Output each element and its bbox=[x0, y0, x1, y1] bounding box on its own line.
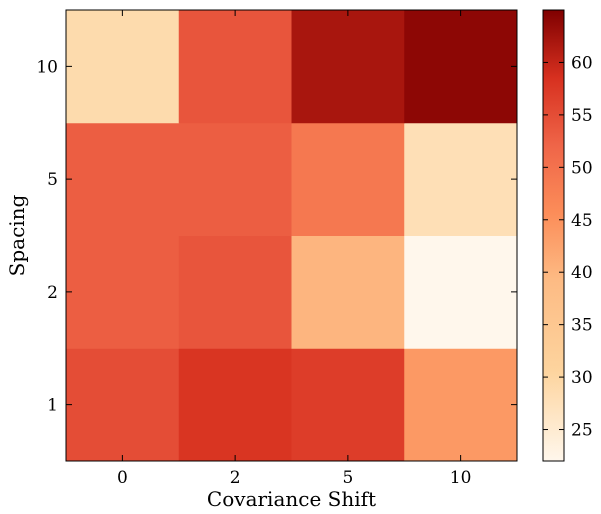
colorbar-tick-label: 60 bbox=[571, 53, 593, 73]
y-tick-label: 2 bbox=[47, 283, 58, 303]
colorbar-tick-label: 25 bbox=[571, 421, 593, 441]
heatmap-cell-10-5 bbox=[291, 10, 405, 124]
colorbar-tick-label: 45 bbox=[571, 211, 593, 231]
x-axis-label: Covariance Shift bbox=[207, 487, 376, 511]
colorbar-tick-label: 30 bbox=[571, 368, 593, 388]
colorbar-tick-label: 40 bbox=[571, 263, 593, 283]
heatmap-cell-5-5 bbox=[291, 122, 405, 236]
heatmap-cell-1-2 bbox=[178, 348, 292, 462]
colorbar-frame bbox=[542, 9, 565, 462]
y-tick-label: 10 bbox=[36, 57, 58, 77]
plot-border bbox=[65, 9, 518, 462]
heatmap-cell-5-10 bbox=[404, 122, 518, 236]
colorbar-tick-label: 50 bbox=[571, 158, 593, 178]
x-tick-label: 0 bbox=[117, 468, 128, 488]
heatmap-cell-2-2 bbox=[178, 235, 292, 349]
heatmap-cell-1-10 bbox=[404, 348, 518, 462]
colorbar-ticks: 25 30 35 40 45 50 55 60 bbox=[543, 53, 593, 441]
colorbar-tick-label: 35 bbox=[571, 316, 593, 336]
heatmap-cell-2-5 bbox=[291, 235, 405, 349]
y-tick-label: 1 bbox=[47, 396, 58, 416]
y-axis-ticks: 1 2 5 10 bbox=[36, 57, 517, 416]
heatmap-cell-2-10 bbox=[404, 235, 518, 349]
colorbar bbox=[543, 10, 564, 461]
heatmap-cell-1-0 bbox=[66, 348, 180, 462]
heatmap-cell-5-2 bbox=[178, 122, 292, 236]
x-tick-label: 2 bbox=[230, 468, 241, 488]
heatmap-cell-2-0 bbox=[66, 235, 180, 349]
y-axis-label: Spacing bbox=[5, 194, 29, 276]
x-axis-ticks: 0 2 5 10 bbox=[117, 10, 471, 488]
heatmap-cell-10-0 bbox=[66, 10, 180, 124]
colorbar-tick-label: 55 bbox=[571, 106, 593, 126]
heatmap-cell-10-10 bbox=[404, 10, 518, 124]
x-tick-label: 10 bbox=[450, 468, 472, 488]
heatmap-cells bbox=[66, 10, 518, 462]
y-tick-label: 5 bbox=[47, 170, 58, 190]
heatmap-cell-5-0 bbox=[66, 122, 180, 236]
x-tick-label: 5 bbox=[342, 468, 353, 488]
plot-frame bbox=[65, 9, 518, 462]
heatmap-cell-1-5 bbox=[291, 348, 405, 462]
heatmap-cell-10-2 bbox=[178, 10, 292, 124]
